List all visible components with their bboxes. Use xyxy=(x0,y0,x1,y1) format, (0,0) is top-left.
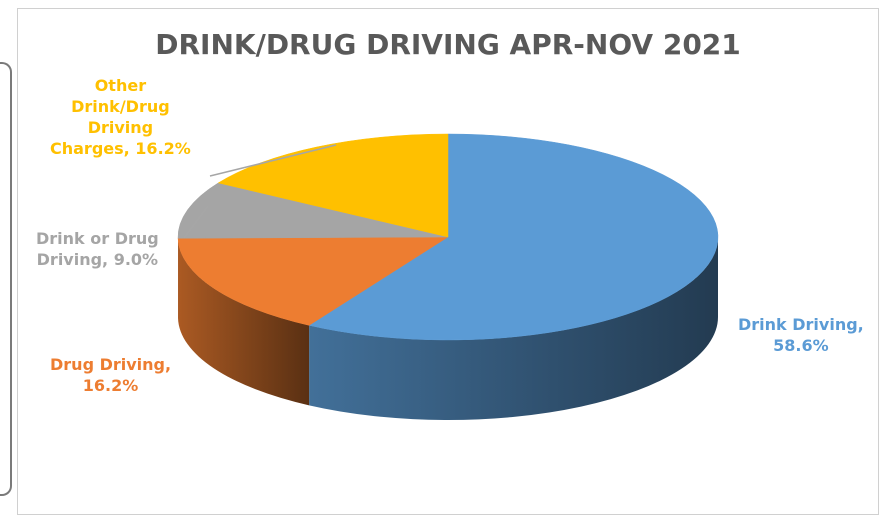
label-line: Drink Driving, xyxy=(738,315,864,334)
slice-label-drug-driving: Drug Driving, 16.2% xyxy=(50,354,171,396)
pie-side-drug-driving xyxy=(178,238,310,406)
pie-side-drink-driving xyxy=(309,237,718,420)
label-line: Drink or Drug xyxy=(36,229,159,248)
label-line: 16.2% xyxy=(82,376,139,395)
label-line: Driving, 9.0% xyxy=(36,250,159,269)
chart-title: DRINK/DRUG DRIVING APR-NOV 2021 xyxy=(155,28,741,61)
label-line: Drug Driving, xyxy=(50,355,172,374)
label-line: 58.6% xyxy=(773,336,829,355)
slice-label-drink-or-drug-driving: Drink or Drug Driving, 9.0% xyxy=(36,228,159,270)
label-line: Drink/Drug xyxy=(71,97,170,116)
label-line: Charges, 16.2% xyxy=(50,139,191,158)
leader-line xyxy=(183,205,209,239)
pie-slice-drink-or-drug-driving xyxy=(177,182,449,239)
slice-label-other-charges: Other Drink/Drug Driving Charges, 16.2% xyxy=(50,75,191,159)
pie-slice-drink-driving xyxy=(308,133,719,341)
label-line: Other xyxy=(94,76,147,95)
label-line: Driving xyxy=(87,118,154,137)
adjacent-panel-edge xyxy=(0,62,12,496)
leader-line xyxy=(209,144,337,177)
pie-slice-drug-driving xyxy=(177,236,449,326)
slice-label-drink-driving: Drink Driving, 58.6% xyxy=(738,314,864,356)
